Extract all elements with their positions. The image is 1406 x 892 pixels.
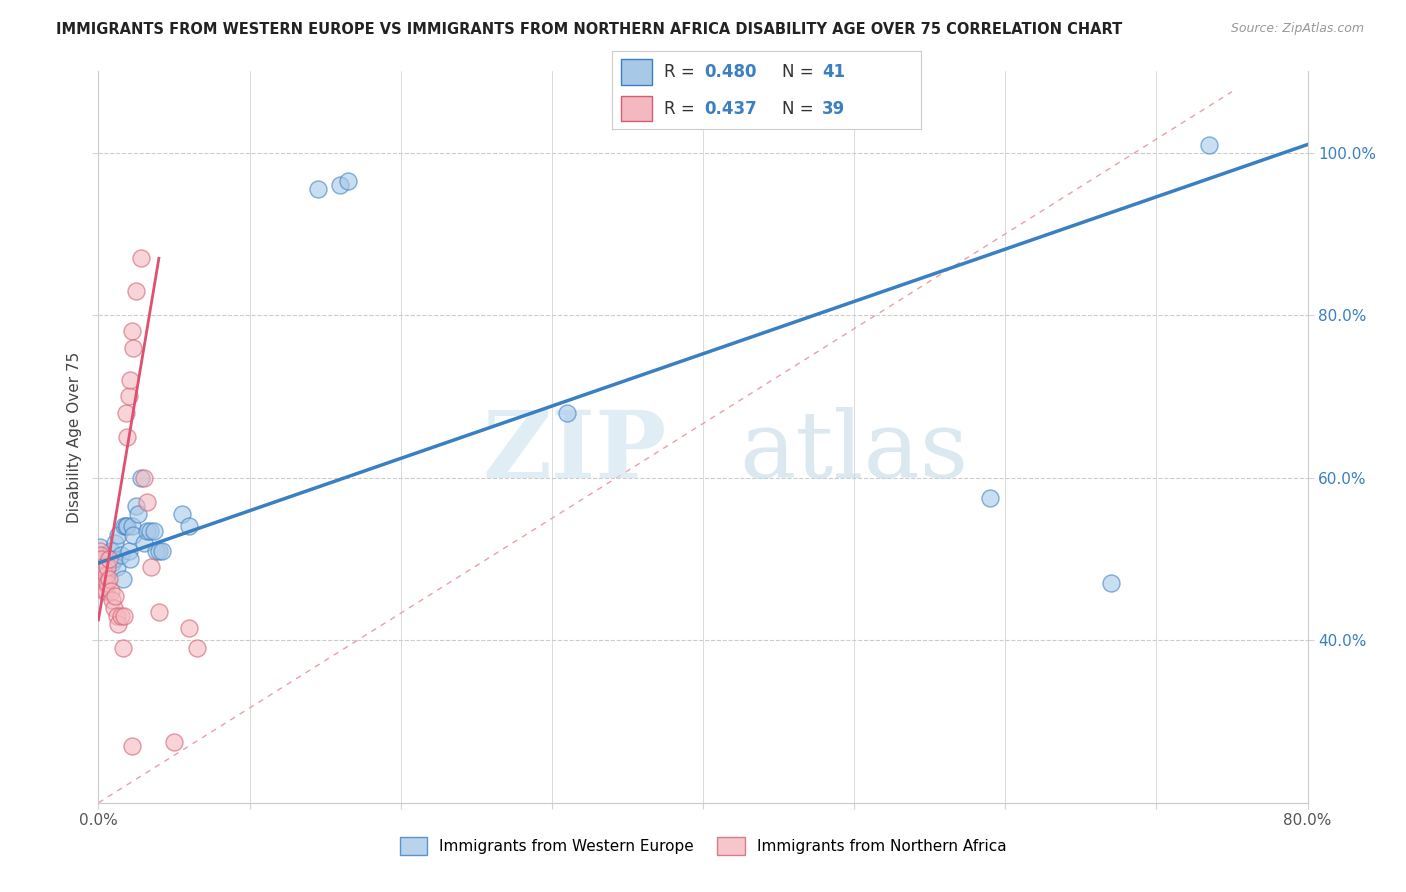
Point: [329, 178, 352, 193]
Point: [122, 341, 145, 355]
Point: [132, 535, 155, 549]
Point: [125, 284, 148, 298]
Point: [89, 544, 111, 558]
Point: [107, 527, 129, 541]
Point: [179, 519, 201, 533]
Point: [90, 560, 112, 574]
Point: [110, 608, 132, 623]
Point: [93, 548, 115, 562]
Point: [90, 560, 112, 574]
Point: [94, 568, 117, 582]
Point: [111, 641, 134, 656]
Point: [89, 540, 111, 554]
Point: [145, 544, 167, 558]
Point: [121, 739, 143, 753]
Point: [135, 495, 157, 509]
Point: [96, 560, 118, 574]
Point: [96, 576, 118, 591]
Point: [1198, 137, 1220, 152]
Point: [125, 499, 148, 513]
Point: [104, 535, 127, 549]
Point: [103, 600, 125, 615]
Point: [336, 174, 359, 188]
Point: [89, 548, 111, 562]
Point: [94, 568, 117, 582]
Point: [114, 519, 136, 533]
Point: [307, 182, 329, 196]
Point: [100, 544, 122, 558]
Point: [555, 406, 578, 420]
Point: [1099, 576, 1122, 591]
Point: [112, 519, 135, 533]
Point: [148, 605, 170, 619]
Point: [96, 560, 118, 574]
Text: N =: N =: [782, 100, 818, 118]
Point: [139, 524, 162, 538]
Point: [120, 552, 142, 566]
Point: [90, 552, 112, 566]
Point: [132, 471, 155, 485]
Point: [101, 592, 124, 607]
Point: [143, 524, 166, 538]
Point: [91, 552, 114, 566]
Point: [94, 584, 117, 599]
Text: 0.480: 0.480: [704, 63, 756, 81]
Text: R =: R =: [664, 100, 700, 118]
Text: ZIP: ZIP: [482, 407, 666, 497]
Point: [107, 617, 129, 632]
Point: [91, 568, 114, 582]
Point: [98, 552, 121, 566]
Point: [179, 621, 201, 635]
Point: [150, 544, 173, 558]
Point: [101, 556, 124, 570]
Point: [103, 552, 125, 566]
FancyBboxPatch shape: [621, 95, 652, 121]
Point: [112, 608, 135, 623]
Point: [104, 589, 127, 603]
Legend: Immigrants from Western Europe, Immigrants from Northern Africa: Immigrants from Western Europe, Immigran…: [394, 831, 1012, 861]
Point: [122, 527, 145, 541]
Point: [186, 641, 208, 656]
Point: [127, 508, 149, 522]
Point: [120, 373, 142, 387]
Text: R =: R =: [664, 63, 700, 81]
Text: Source: ZipAtlas.com: Source: ZipAtlas.com: [1230, 22, 1364, 36]
Text: 0.437: 0.437: [704, 100, 758, 118]
Point: [141, 560, 163, 574]
Point: [115, 430, 138, 444]
Point: [111, 572, 134, 586]
Point: [135, 524, 157, 538]
Point: [115, 519, 138, 533]
Point: [148, 544, 170, 558]
Text: atlas: atlas: [740, 407, 969, 497]
Point: [118, 544, 141, 558]
Point: [98, 572, 121, 586]
Point: [110, 548, 132, 562]
Point: [163, 735, 186, 749]
Point: [98, 552, 121, 566]
Point: [100, 584, 122, 599]
Point: [170, 508, 193, 522]
Point: [93, 584, 115, 599]
Point: [114, 406, 136, 420]
Y-axis label: Disability Age Over 75: Disability Age Over 75: [67, 351, 83, 523]
Point: [105, 560, 128, 574]
Point: [91, 560, 114, 574]
Point: [979, 491, 1001, 505]
Text: 39: 39: [823, 100, 845, 118]
Point: [121, 519, 143, 533]
Text: N =: N =: [782, 63, 818, 81]
Point: [129, 471, 152, 485]
Point: [93, 576, 115, 591]
FancyBboxPatch shape: [621, 59, 652, 85]
Text: 41: 41: [823, 63, 845, 81]
Point: [129, 252, 152, 266]
Point: [105, 608, 128, 623]
Point: [121, 325, 143, 339]
Point: [118, 389, 141, 403]
Text: IMMIGRANTS FROM WESTERN EUROPE VS IMMIGRANTS FROM NORTHERN AFRICA DISABILITY AGE: IMMIGRANTS FROM WESTERN EUROPE VS IMMIGR…: [56, 22, 1122, 37]
